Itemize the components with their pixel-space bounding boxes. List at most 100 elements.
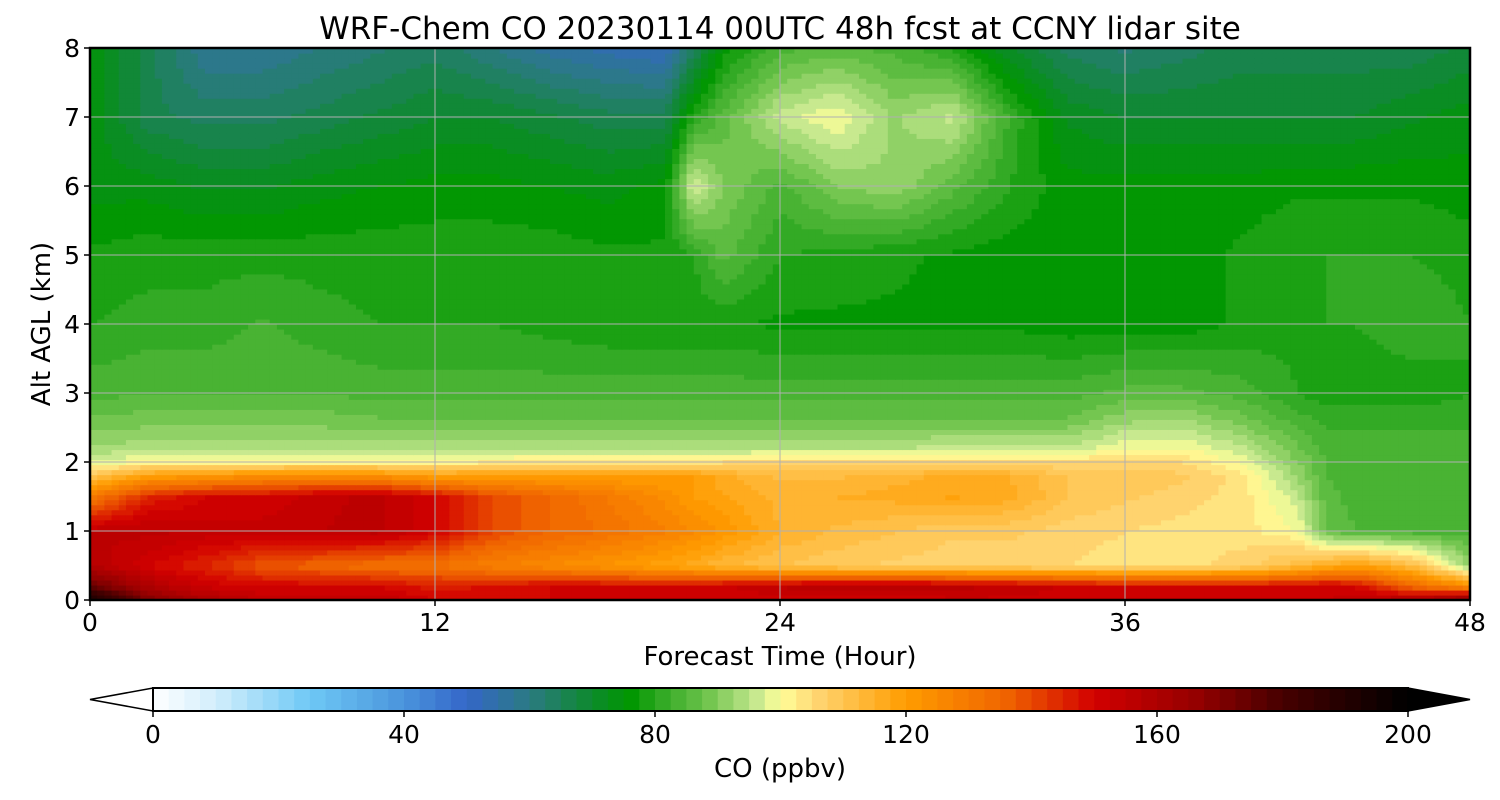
heat-cell [873, 584, 882, 591]
heat-cell [370, 499, 379, 506]
heat-cell [600, 489, 609, 496]
heat-cell [1182, 469, 1191, 476]
heat-cell [190, 484, 199, 491]
heat-cell [787, 589, 795, 596]
heat-cell [212, 554, 220, 561]
heat-cell [291, 489, 300, 496]
heat-cell [1426, 479, 1435, 486]
heat-cell [1002, 474, 1011, 481]
heat-cell [923, 469, 932, 476]
heat-cell [1010, 554, 1018, 561]
heat-cell [916, 529, 925, 536]
heat-cell [1110, 534, 1119, 541]
heat-cell [873, 469, 882, 476]
heat-cell [1455, 509, 1464, 516]
heat-cell [787, 579, 795, 586]
heat-cell [902, 479, 910, 486]
heat-cell [147, 549, 156, 556]
heat-cell [1110, 504, 1119, 511]
heat-cell [1340, 489, 1349, 496]
heat-cell [90, 479, 98, 486]
heat-cell [571, 574, 580, 581]
heat-cell [794, 494, 803, 501]
heat-cell [1319, 479, 1327, 486]
heat-cell [1434, 584, 1442, 591]
heat-cell [1204, 484, 1212, 491]
heat-cell [995, 519, 1004, 526]
heat-cell [938, 519, 946, 526]
heat-cell [355, 544, 364, 551]
heat-cell [665, 489, 673, 496]
heat-cell [902, 469, 910, 476]
heat-cell [844, 529, 853, 536]
heat-cell [557, 484, 565, 491]
heat-cell [1247, 569, 1255, 576]
heat-cell [815, 534, 824, 541]
heat-cell [320, 504, 328, 511]
heat-cell [1390, 594, 1399, 600]
heat-cell [197, 469, 206, 476]
heat-cell [1390, 564, 1399, 571]
heat-cell [233, 484, 242, 491]
heat-cell [1383, 494, 1392, 501]
heat-cell [571, 544, 580, 551]
heat-cell [1132, 544, 1140, 551]
heat-cell [1268, 489, 1277, 496]
heat-cell [140, 504, 149, 511]
heat-cell [190, 504, 199, 511]
heat-cell [1038, 524, 1047, 531]
heat-cell [930, 489, 939, 496]
heat-cell [916, 544, 925, 551]
heat-cell [1448, 504, 1457, 511]
heat-cell [665, 549, 673, 556]
heat-cell [772, 564, 781, 571]
heat-cell [1103, 499, 1112, 506]
heat-cell [772, 554, 781, 561]
heat-cell [758, 554, 767, 561]
heat-cell [1211, 519, 1220, 526]
heat-cell [621, 529, 630, 536]
heat-cell [1045, 539, 1054, 546]
heat-cell [1297, 519, 1306, 526]
heat-cell [585, 474, 594, 481]
heat-cell [1211, 514, 1220, 521]
heat-cell [1196, 594, 1205, 600]
heat-cell [140, 474, 149, 481]
heat-cell [413, 584, 422, 591]
heat-cell [780, 469, 788, 476]
heat-cell [930, 589, 939, 596]
heat-cell [276, 594, 285, 600]
heat-cell [722, 509, 731, 516]
heat-cell [1412, 524, 1421, 531]
heat-cell [133, 589, 141, 596]
heat-cell [521, 479, 530, 486]
heat-cell [1383, 469, 1392, 476]
heat-cell [140, 544, 149, 551]
heat-cell [722, 589, 731, 596]
heat-cell [1189, 524, 1198, 531]
heat-cell [363, 549, 371, 556]
heat-cell [1283, 474, 1291, 481]
heat-cell [1390, 549, 1399, 556]
heat-cell [1096, 574, 1105, 581]
heat-cell [1390, 474, 1399, 481]
heat-cell [1175, 579, 1184, 586]
heat-cell [794, 539, 803, 546]
heat-cell [1225, 539, 1234, 546]
heat-cell [1074, 534, 1083, 541]
heat-cell [722, 549, 731, 556]
heat-cell [269, 494, 278, 501]
heat-cell [902, 509, 910, 516]
heat-cell [413, 594, 422, 600]
heat-cell [866, 569, 875, 576]
heat-cell [1232, 514, 1241, 521]
heat-cell [197, 559, 206, 566]
heat-cell [442, 589, 450, 596]
heat-cell [657, 564, 666, 571]
heat-cell [1297, 514, 1306, 521]
heat-cell [1434, 554, 1442, 561]
heat-cell [169, 589, 177, 596]
heat-cell [1218, 534, 1227, 541]
heat-cell [420, 484, 429, 491]
heat-cell [959, 514, 968, 521]
